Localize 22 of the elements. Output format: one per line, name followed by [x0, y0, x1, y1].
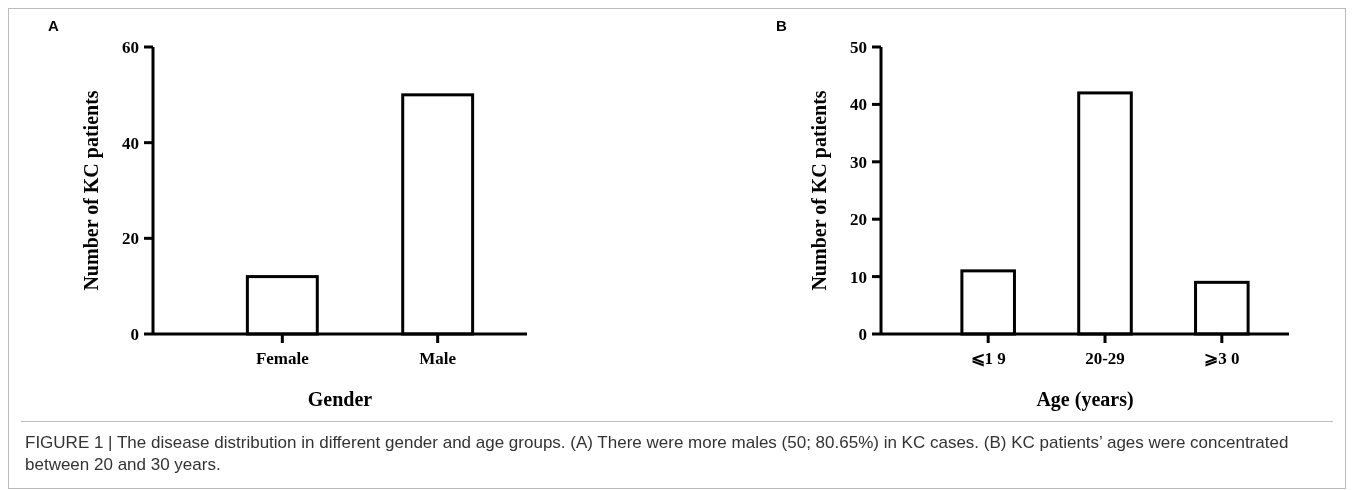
y-tick-label: 40 [850, 95, 867, 115]
y-tick-label: 20 [850, 210, 867, 230]
x-axis-title: Age (years) [1036, 388, 1134, 411]
y-tick-label: 20 [122, 229, 139, 249]
y-tick-label: 60 [122, 37, 139, 57]
x-tick-label: Male [419, 349, 457, 368]
y-tick-label: 0 [858, 324, 867, 344]
y-tick-label: 40 [122, 133, 139, 153]
y-axis-title: Number of KC patients [80, 90, 103, 291]
x-tick-label: Female [255, 349, 310, 368]
y-tick-label: 0 [130, 324, 139, 344]
chart-title: A [48, 17, 59, 34]
chart-title: B [776, 17, 787, 34]
y-tick-label: 50 [850, 37, 867, 57]
y-tick-label: 10 [850, 267, 867, 287]
x-tick-label: ⩾3 0 [1204, 349, 1240, 368]
x-axis-title: Gender [307, 388, 373, 410]
y-tick-label: 30 [850, 152, 867, 172]
y-axis-title: Number of KC patients [808, 90, 831, 291]
x-tick-label: 20-29 [1085, 349, 1125, 368]
caption: FIGURE 1 | The disease distribution in different gender and age groups. (A) There were more males (50; 80.65%) in KC cases. (B) KC patients’ ages were concentrated between 20 and 30 years. [25, 432, 1290, 476]
x-tick-label: ⩽1 9 [970, 349, 1006, 368]
